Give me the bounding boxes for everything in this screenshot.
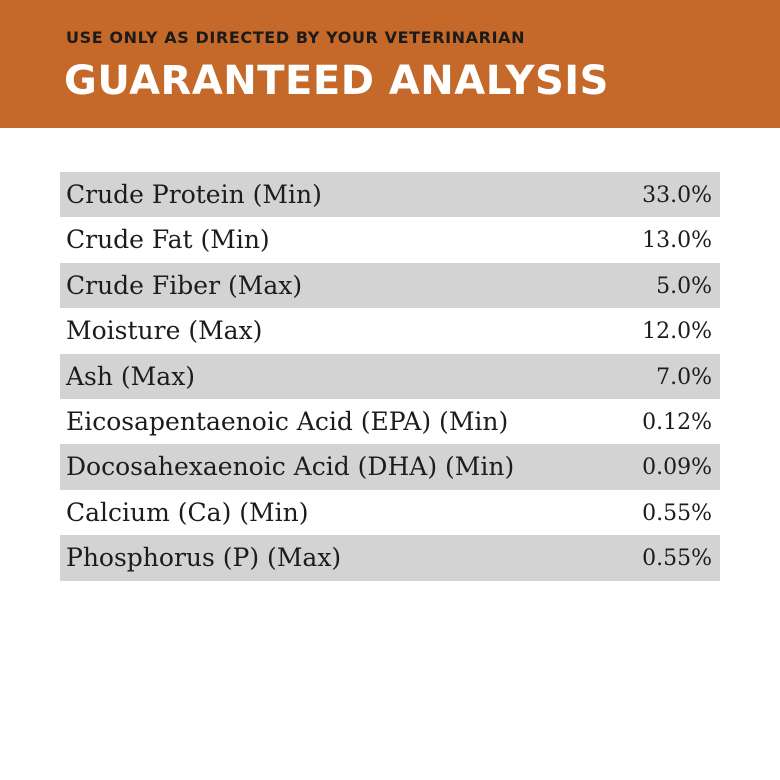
row-value: 0.55% bbox=[642, 500, 712, 526]
row-label: Phosphorus (P) (Max) bbox=[66, 543, 342, 573]
row-value: 5.0% bbox=[656, 273, 712, 299]
row-value: 7.0% bbox=[656, 364, 712, 390]
table-row: Crude Fiber (Max) 5.0% bbox=[60, 262, 720, 309]
row-value: 0.55% bbox=[642, 546, 712, 572]
row-value: 33.0% bbox=[642, 183, 712, 208]
row-label: Eicosapentaenoic Acid (EPA) (Min) bbox=[66, 406, 509, 436]
row-label: Crude Protein (Min) bbox=[66, 180, 322, 209]
table-row: Moisture (Max) 12.0% bbox=[60, 308, 720, 353]
header-subtitle: USE ONLY AS DIRECTED BY YOUR VETERINARIA… bbox=[66, 28, 526, 47]
row-value: 0.09% bbox=[642, 455, 712, 481]
row-label: Moisture (Max) bbox=[66, 316, 263, 346]
table-row: Phosphorus (P) (Max) 0.55% bbox=[60, 535, 720, 581]
table-row: Docosahexaenoic Acid (DHA) (Min) 0.09% bbox=[60, 444, 720, 490]
row-label: Crude Fat (Min) bbox=[66, 225, 270, 255]
row-value: 0.12% bbox=[642, 409, 712, 435]
row-label: Crude Fiber (Max) bbox=[66, 270, 303, 300]
row-value: 13.0% bbox=[642, 228, 712, 254]
header-title: GUARANTEED ANALYSIS bbox=[64, 58, 609, 104]
row-label: Ash (Max) bbox=[66, 361, 196, 391]
table-row: Calcium (Ca) (Min) 0.55% bbox=[60, 490, 720, 535]
table-row: Crude Fat (Min) 13.0% bbox=[60, 217, 720, 262]
table-row: Eicosapentaenoic Acid (EPA) (Min) 0.12% bbox=[60, 399, 720, 444]
header-banner: USE ONLY AS DIRECTED BY YOUR VETERINARIA… bbox=[0, 0, 780, 128]
table-row: Ash (Max) 7.0% bbox=[60, 353, 720, 399]
row-label: Docosahexaenoic Acid (DHA) (Min) bbox=[66, 452, 515, 482]
row-value: 12.0% bbox=[642, 319, 712, 345]
analysis-table: Crude Protein (Min) 33.0% Crude Fat (Min… bbox=[60, 172, 720, 581]
table-row: Crude Protein (Min) 33.0% bbox=[60, 172, 720, 218]
row-label: Calcium (Ca) (Min) bbox=[66, 497, 309, 527]
